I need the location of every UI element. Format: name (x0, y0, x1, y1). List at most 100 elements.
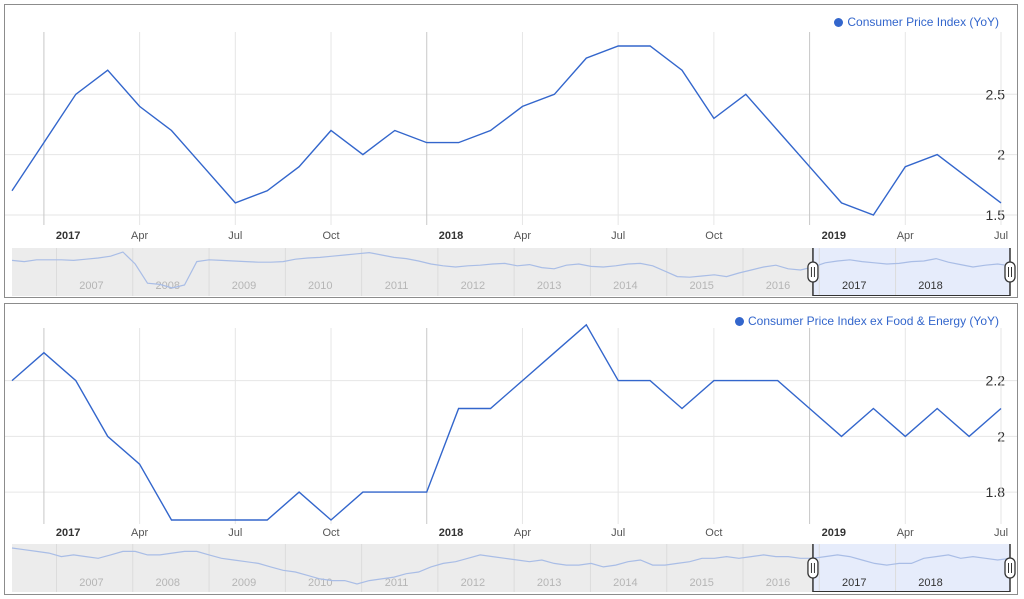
navigator-year-label: 2011 (385, 577, 409, 589)
data-point (808, 166, 810, 168)
x-tick-label: Apr (897, 230, 914, 242)
data-point (362, 153, 364, 155)
navigator-year-label: 2007 (79, 280, 103, 292)
data-point (43, 352, 45, 354)
chart-legend[interactable]: Consumer Price Index (YoY) (834, 15, 999, 29)
navigator-year-label: 2013 (537, 280, 561, 292)
data-point (426, 491, 428, 493)
data-point (138, 105, 140, 107)
core-cpi-chart-panel: Consumer Price Index ex Food & Energy (Y… (4, 303, 1018, 595)
x-tick-label: Apr (131, 230, 148, 242)
navigator-left-handle[interactable] (807, 557, 819, 579)
grip-icon (1004, 557, 1016, 579)
x-tick-label: Oct (705, 527, 722, 539)
data-point (936, 153, 938, 155)
data-point (585, 57, 587, 59)
navigator-year-label: 2009 (232, 577, 256, 589)
navigator-right-handle[interactable] (1004, 261, 1016, 283)
data-point (330, 519, 332, 521)
data-point (457, 407, 459, 409)
data-point (266, 190, 268, 192)
data-point (1000, 407, 1002, 409)
navigator-year-label: 2018 (918, 280, 942, 292)
x-tick-label: 2019 (822, 230, 846, 242)
navigator-year-label: 2014 (613, 577, 637, 589)
navigator-overview-line (11, 547, 1011, 585)
data-point (426, 141, 428, 143)
cpi-line-chart[interactable]: 1.522.52017AprJulOct2018AprJulOct2019Apr… (5, 5, 1017, 297)
x-tick-label: Jul (994, 230, 1008, 242)
data-point (745, 379, 747, 381)
navigator-year-label: 2007 (79, 577, 103, 589)
navigator-year-label: 2008 (155, 280, 179, 292)
legend-label: Consumer Price Index (YoY) (847, 15, 999, 29)
x-tick-label: 2017 (56, 527, 80, 539)
data-point (202, 166, 204, 168)
x-tick-label: Apr (514, 230, 531, 242)
data-point (489, 407, 491, 409)
y-tick-label: 1.5 (986, 207, 1006, 223)
data-point (489, 129, 491, 131)
data-point (681, 69, 683, 71)
grip-icon (1004, 261, 1016, 283)
data-point (107, 69, 109, 71)
grip-icon (807, 557, 819, 579)
navigator-overview-line (11, 251, 1011, 289)
data-point (617, 379, 619, 381)
navigator-year-label: 2010 (308, 280, 332, 292)
x-tick-label: Jul (228, 527, 242, 539)
navigator-year-label: 2017 (842, 577, 866, 589)
data-point (298, 491, 300, 493)
data-point (649, 379, 651, 381)
navigator-year-label: 2012 (461, 577, 485, 589)
data-point (138, 463, 140, 465)
data-point (521, 105, 523, 107)
data-point (904, 435, 906, 437)
navigator-right-handle[interactable] (1004, 557, 1016, 579)
y-tick-label: 2.5 (986, 86, 1006, 102)
data-point (713, 379, 715, 381)
x-tick-label: 2019 (822, 527, 846, 539)
navigator-year-label: 2009 (232, 280, 256, 292)
data-point (170, 129, 172, 131)
y-tick-label: 2.2 (986, 373, 1006, 389)
data-point (713, 117, 715, 119)
data-point (808, 407, 810, 409)
data-point (553, 93, 555, 95)
navigator-left-handle[interactable] (807, 261, 819, 283)
navigator-selection (812, 544, 1010, 592)
data-point (681, 407, 683, 409)
chart-legend[interactable]: Consumer Price Index ex Food & Energy (Y… (734, 314, 999, 328)
data-point (840, 202, 842, 204)
data-point (776, 379, 778, 381)
x-tick-label: 2018 (439, 527, 463, 539)
data-point (75, 379, 77, 381)
series-line (11, 323, 1002, 521)
x-tick-label: Jul (994, 527, 1008, 539)
navigator-year-label: 2012 (461, 280, 485, 292)
data-point (617, 45, 619, 47)
data-point (107, 435, 109, 437)
navigator-year-label: 2011 (385, 280, 409, 292)
navigator-year-label: 2014 (613, 280, 637, 292)
data-point (234, 202, 236, 204)
data-point (457, 141, 459, 143)
data-point (553, 352, 555, 354)
data-point (904, 166, 906, 168)
data-point (362, 491, 364, 493)
x-tick-label: 2018 (439, 230, 463, 242)
core-cpi-line-chart[interactable]: 1.822.22017AprJulOct2018AprJulOct2019Apr… (5, 304, 1017, 594)
data-point (936, 407, 938, 409)
data-point (202, 519, 204, 521)
data-point (872, 407, 874, 409)
x-tick-label: Apr (131, 527, 148, 539)
x-tick-label: Apr (897, 527, 914, 539)
navigator-year-label: 2008 (155, 577, 179, 589)
navigator-year-label: 2016 (766, 577, 790, 589)
navigator-selection (812, 248, 1010, 296)
x-tick-label: Jul (611, 527, 625, 539)
data-point (968, 178, 970, 180)
data-point (394, 491, 396, 493)
data-point (1000, 202, 1002, 204)
data-point (968, 435, 970, 437)
